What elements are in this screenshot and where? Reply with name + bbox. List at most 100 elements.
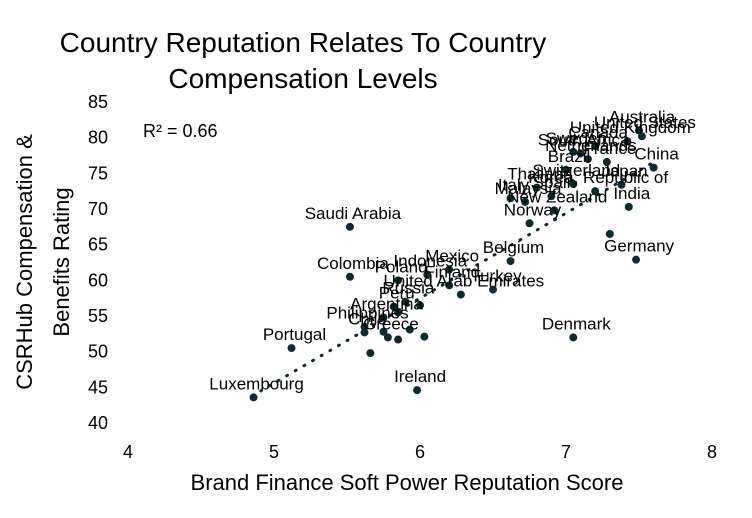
trendline [250, 158, 659, 398]
data-point-spain [547, 192, 556, 201]
y-tick-label: 80 [88, 128, 108, 148]
y-tick-label: 60 [88, 270, 108, 290]
x-tick-label: 4 [123, 442, 133, 462]
point-label-italy: Italy [498, 175, 530, 194]
data-point-france [602, 157, 611, 166]
point-label-australia: Australia [609, 108, 676, 127]
data-point-greece [383, 333, 392, 342]
point-label-poland: Poland [375, 257, 428, 276]
data-point-korea-republic-of [591, 187, 600, 196]
point-label-switzerland: Switzerland [532, 161, 620, 180]
data-point-poland [394, 276, 403, 285]
point-label-belgium: Belgium [483, 238, 544, 257]
data-point [394, 308, 403, 317]
point-label-south-africa: South Africa [538, 130, 630, 149]
x-tick-label: 7 [561, 442, 571, 462]
point-label-thailand: Thailand [507, 165, 572, 184]
y-tick-label: 65 [88, 235, 108, 255]
data-point-switzerland [569, 180, 578, 189]
point-label-colombia: Colombia [317, 254, 389, 273]
point-label-germany: Germany [604, 237, 674, 256]
data-point [420, 332, 429, 341]
data-point [605, 229, 614, 238]
trendline-group [250, 158, 659, 398]
data-point-denmark [569, 333, 578, 342]
data-point [379, 327, 388, 336]
data-point-norway [525, 219, 534, 228]
point-label-philippines: Philippines [326, 304, 408, 323]
point-label-argentina: Argentina [350, 294, 423, 313]
x-tick-label: 8 [707, 442, 717, 462]
point-label-canada: Canada [568, 123, 628, 142]
point-label-sweden: Sweden [546, 129, 607, 148]
point-label-saudi-arabia: Saudi Arabia [305, 204, 402, 223]
point-label-indonesia: Indonesia [393, 252, 467, 271]
point-label-chile: Chile [348, 309, 387, 328]
point-label-france: France [583, 139, 636, 158]
data-point-luxembourg [249, 393, 258, 402]
point-label-russia: Russia [382, 279, 435, 298]
data-point-india [624, 202, 633, 211]
point-label-luxembourg: Luxembourg [209, 374, 304, 393]
point-label-new-zealand: New Zealand [507, 187, 607, 206]
x-tick-label: 5 [269, 442, 279, 462]
data-point-russia [401, 297, 410, 306]
y-tick-label: 50 [88, 342, 108, 362]
x-axis-title: Brand Finance Soft Power Reputation Scor… [191, 470, 624, 495]
point-label-mexico: Mexico [425, 247, 479, 266]
point-label-united-arab-emirates: United Arab Emirates [384, 272, 545, 291]
data-point-south-africa [576, 149, 585, 158]
point-label-denmark: Denmark [542, 314, 611, 333]
point-label-korea-republic-of: Korea, Republic of [528, 168, 668, 187]
data-point-turkey [489, 285, 497, 294]
point-label-united-kingdom: United Kingdom [570, 118, 691, 137]
point-label-india: India [613, 184, 650, 203]
data-point [405, 325, 414, 334]
y-tick-label: 75 [88, 163, 108, 183]
y-tick-label: 70 [88, 199, 108, 219]
data-point-italy [506, 194, 515, 203]
y-tick-label: 55 [88, 306, 108, 326]
point-label-portugal: Portugal [263, 325, 326, 344]
data-point-united-states [637, 132, 646, 141]
data-points [249, 126, 658, 402]
data-point-netherlands [583, 155, 592, 164]
point-label-malaysia: Malaysia [495, 179, 563, 198]
point-label-greece: Greece [363, 314, 419, 333]
data-point [366, 349, 375, 358]
data-point-indonesia [423, 270, 432, 279]
data-point-philippines [360, 322, 369, 331]
data-point-peru [389, 302, 398, 311]
data-point-colombia [345, 272, 354, 281]
y-tick-label: 45 [88, 377, 108, 397]
data-point-brazil [562, 165, 570, 174]
data-point-germany [632, 255, 641, 264]
x-tick-label: 6 [415, 442, 425, 462]
data-point-malaysia [521, 197, 530, 206]
data-point-mexico [445, 265, 454, 274]
chart-title-line-2: Compensation Levels [168, 63, 437, 94]
point-label-turkey: Turkey [470, 267, 522, 286]
data-point-portugal [287, 344, 296, 353]
data-point-belgium [506, 257, 515, 266]
data-point-canada [591, 142, 600, 151]
data-point [416, 301, 424, 310]
data-point-china [649, 163, 658, 172]
data-point [394, 335, 403, 344]
chart-title-line-1: Country Reputation Relates To Country [60, 27, 547, 58]
point-label-norway: Norway [504, 200, 562, 219]
point-label-netherlands: Netherlands [545, 136, 637, 155]
point-label-japan: Japan [601, 162, 647, 181]
data-point-japan [617, 180, 626, 189]
r-squared-annotation: R² = 0.66 [143, 121, 218, 141]
y-tick-label: 40 [88, 413, 108, 433]
data-point-chile [360, 328, 369, 337]
data-point-united-kingdom [623, 137, 632, 146]
y-tick-label: 85 [88, 92, 108, 112]
data-point-new-zealand [550, 206, 559, 215]
point-label-peru: Peru [379, 284, 415, 303]
point-label-spain: Spain [533, 173, 576, 192]
